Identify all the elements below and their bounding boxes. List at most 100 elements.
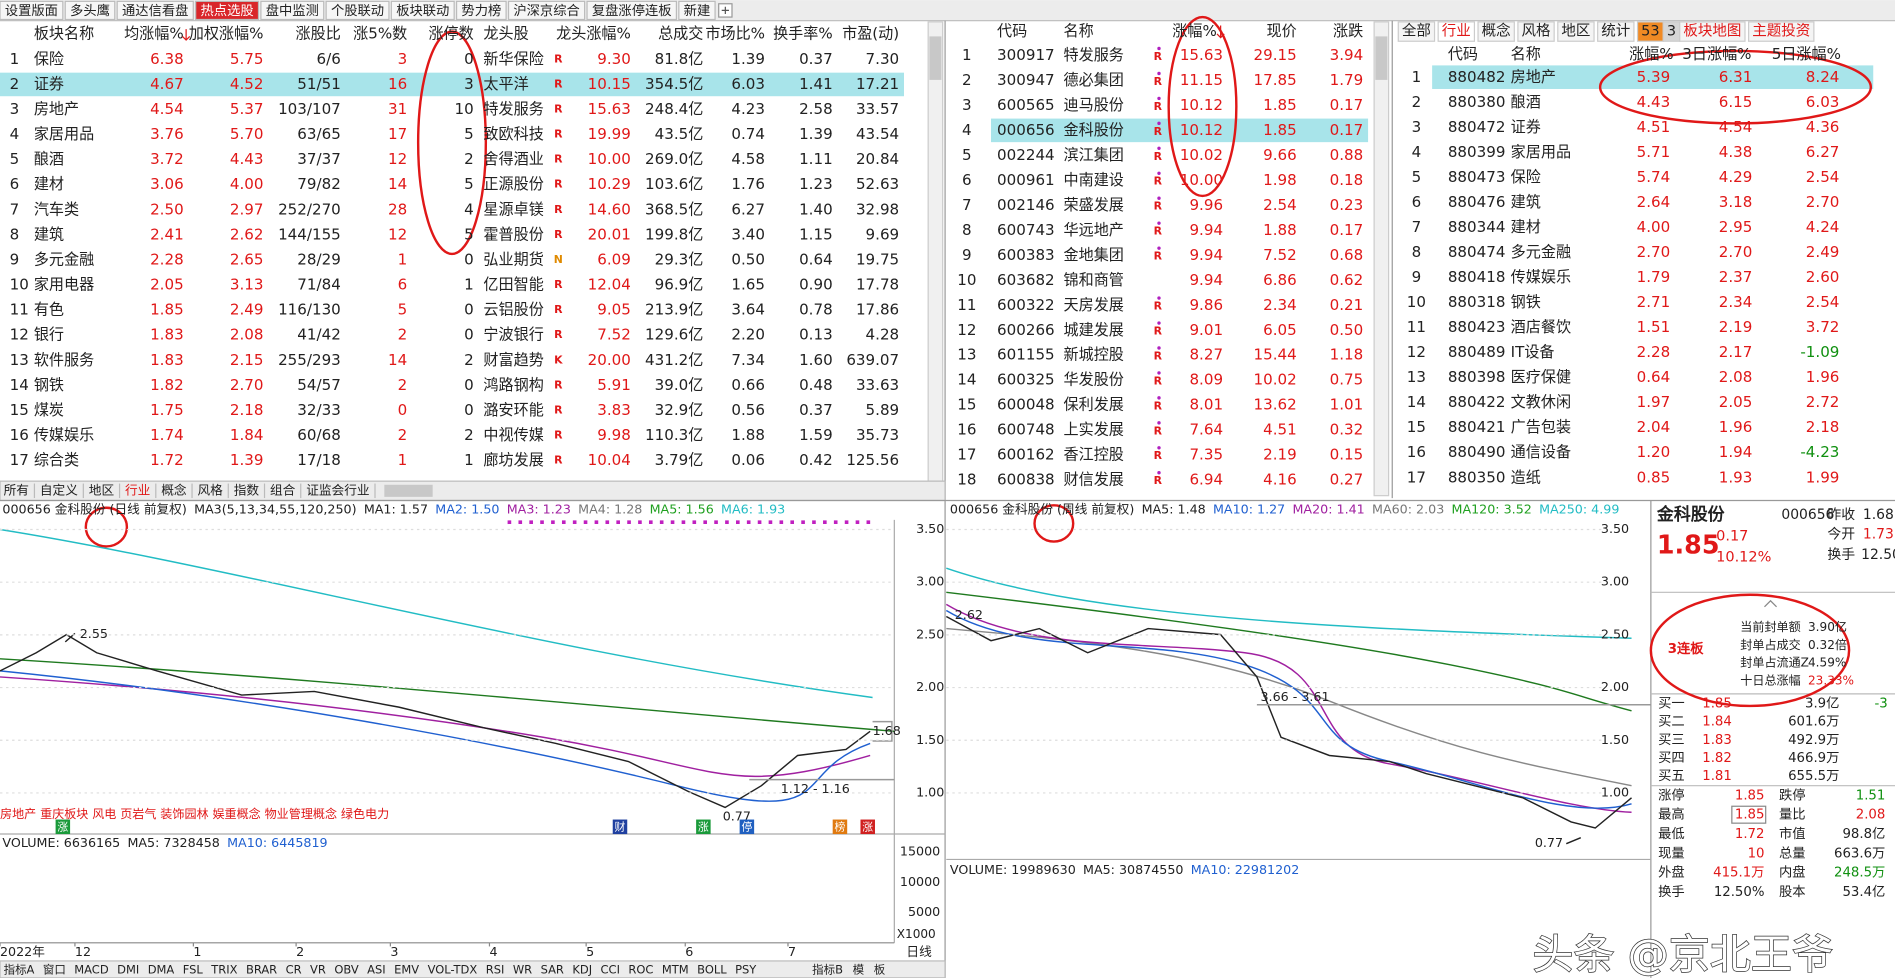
tab-bg[interactable]	[586, 0, 678, 21]
column-header[interactable]: 涨幅%	[1172, 22, 1217, 40]
event-marker[interactable]	[860, 819, 875, 835]
sheet-tab[interactable]: 概念	[161, 482, 187, 497]
indicator-tab[interactable]: MACD	[74, 963, 109, 977]
tab-bg[interactable]	[1477, 21, 1515, 42]
sheet-tab[interactable]: 证监会行业	[306, 482, 369, 497]
tab-bg[interactable]	[260, 0, 325, 21]
column-header[interactable]: 均涨幅%	[124, 24, 184, 42]
sheet-tab[interactable]: 所有	[4, 482, 29, 497]
column-header[interactable]: 板块名称	[34, 24, 94, 42]
sheet-tab[interactable]: 指数	[234, 482, 260, 497]
tab-bg[interactable]	[1597, 21, 1635, 42]
column-header[interactable]: 涨幅%	[1629, 45, 1674, 63]
event-marker-label[interactable]: 涨	[57, 820, 68, 833]
sheet-tab[interactable]: 组合	[270, 482, 296, 497]
tab[interactable]: 地区	[1561, 23, 1590, 40]
tab[interactable]: 设置版面	[5, 3, 58, 19]
tab[interactable]: 个股联动	[331, 3, 384, 19]
column-header[interactable]: 代码	[997, 22, 1027, 40]
scrollbar[interactable]	[1373, 21, 1390, 497]
column-header[interactable]: 换手率%	[773, 24, 833, 42]
tab-bg[interactable]	[1679, 21, 1746, 42]
h-scroll[interactable]	[384, 484, 433, 497]
tab[interactable]: 3	[1667, 24, 1676, 40]
column-header[interactable]: 市场比%	[705, 24, 765, 42]
tab[interactable]: 板块联动	[396, 3, 449, 19]
tab-bg[interactable]	[1397, 21, 1436, 42]
indicator-tab[interactable]: VR	[310, 963, 326, 977]
indicator-tab[interactable]: 板	[874, 963, 886, 977]
tab[interactable]: 主题投资	[1752, 23, 1810, 40]
indicator-tab[interactable]: 窗口	[43, 963, 66, 977]
event-marker[interactable]	[612, 819, 628, 835]
indicator-tab[interactable]: ASI	[367, 963, 386, 977]
indicator-tab[interactable]: CCI	[601, 963, 620, 977]
sheet-tab[interactable]: 行业	[125, 482, 150, 497]
column-header[interactable]: 涨停数	[428, 24, 473, 42]
column-header[interactable]: 名称	[1064, 22, 1094, 40]
column-header[interactable]: 3日涨幅%	[1682, 45, 1751, 63]
indicator-tab[interactable]: TRIX	[210, 963, 237, 977]
event-marker-label[interactable]: 财	[615, 819, 626, 833]
indicator-tab[interactable]: WR	[513, 963, 532, 977]
indicator-tab[interactable]: RSI	[486, 963, 505, 977]
tab[interactable]: 新建	[684, 3, 711, 19]
indicator-tab[interactable]: DMI	[117, 963, 139, 977]
indicator-tab[interactable]: 模	[853, 963, 865, 977]
event-marker[interactable]	[739, 819, 755, 835]
tab-bg[interactable]	[64, 0, 116, 21]
event-marker[interactable]	[55, 819, 71, 835]
event-marker-label[interactable]: 涨	[862, 820, 873, 833]
indicator-tab[interactable]: VOL-TDX	[428, 963, 478, 977]
indicator-tab[interactable]: SAR	[541, 963, 564, 977]
column-header[interactable]: 龙头涨幅%	[556, 24, 631, 42]
indicator-tab[interactable]: MTM	[662, 963, 689, 977]
indicator-tab[interactable]: 指标A	[4, 963, 35, 977]
column-header[interactable]: 加权涨幅%	[189, 24, 264, 42]
tab[interactable]: 复盘涨停连板	[592, 2, 672, 19]
column-header[interactable]: 市盈(动)	[842, 24, 899, 42]
tab[interactable]: 势力榜	[461, 2, 501, 19]
scrollbar[interactable]	[927, 21, 944, 482]
tab[interactable]: 53	[1641, 24, 1659, 40]
indicator-tab[interactable]: EMV	[394, 963, 419, 977]
column-header[interactable]: 5日涨幅%	[1772, 45, 1841, 63]
tab[interactable]: 多头鹰	[70, 2, 110, 19]
event-marker[interactable]	[696, 819, 711, 835]
tab[interactable]: 盘中监测	[266, 2, 319, 19]
column-header[interactable]: 涨股比	[296, 24, 341, 42]
tab[interactable]: 板块地图	[1683, 22, 1741, 40]
tab-bg[interactable]	[116, 0, 194, 21]
tab-bg[interactable]	[455, 0, 507, 21]
tab-bg[interactable]	[1517, 21, 1555, 42]
tab-bg[interactable]	[1557, 21, 1595, 42]
indicator-tab[interactable]: PSY	[735, 963, 757, 977]
collapse-toggle[interactable]	[1764, 599, 1777, 608]
column-header[interactable]: 涨5%数	[353, 24, 407, 42]
indicator-tab[interactable]: CR	[286, 963, 302, 977]
indicator-tab[interactable]: BOLL	[697, 963, 727, 977]
sheet-tab[interactable]: 风格	[197, 482, 223, 497]
indicator-tab[interactable]: FSL	[183, 963, 204, 977]
tab[interactable]: 行业	[1442, 23, 1471, 40]
column-header[interactable]: 涨跌	[1333, 22, 1363, 40]
event-marker-label[interactable]: 涨	[698, 820, 709, 833]
tab[interactable]: 概念	[1482, 22, 1511, 40]
indicator-tab[interactable]: BRAR	[246, 963, 277, 977]
indicator-tab[interactable]: 指标B	[812, 963, 843, 977]
tab-bg[interactable]	[390, 0, 455, 21]
tab[interactable]: 风格	[1522, 23, 1551, 40]
column-header[interactable]: 龙头股	[483, 24, 528, 42]
tab[interactable]: 全部	[1402, 22, 1431, 40]
tab-bg[interactable]	[678, 0, 716, 21]
indicator-tab[interactable]: OBV	[334, 963, 359, 977]
tab-bg[interactable]	[195, 0, 260, 21]
tab[interactable]: 统计	[1601, 23, 1630, 40]
sheet-tab[interactable]: 地区	[89, 482, 115, 497]
event-marker[interactable]	[832, 819, 848, 835]
tab-bg[interactable]	[1437, 21, 1476, 42]
indicator-tab[interactable]: DMA	[148, 963, 175, 977]
scroll-thumb[interactable]	[929, 36, 942, 80]
column-header[interactable]: 现价	[1267, 22, 1297, 40]
tab[interactable]: 通达信看盘	[122, 2, 188, 19]
